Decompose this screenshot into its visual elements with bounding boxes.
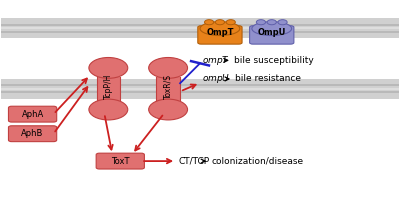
Text: OmpU: OmpU: [258, 28, 286, 37]
Polygon shape: [1, 88, 399, 90]
Text: OmpT: OmpT: [206, 28, 234, 37]
Text: ToxT: ToxT: [111, 157, 130, 166]
Polygon shape: [1, 79, 399, 98]
Text: TcpP/H: TcpP/H: [104, 74, 113, 99]
Text: $ompU$: $ompU$: [202, 72, 230, 85]
Text: AphB: AphB: [21, 129, 44, 138]
Ellipse shape: [278, 20, 287, 25]
FancyBboxPatch shape: [250, 26, 294, 44]
Text: ToxR/S: ToxR/S: [164, 74, 173, 99]
Ellipse shape: [215, 20, 224, 25]
Text: bile susceptibility: bile susceptibility: [234, 56, 314, 65]
Polygon shape: [1, 91, 399, 93]
Polygon shape: [1, 27, 399, 29]
FancyBboxPatch shape: [8, 126, 57, 142]
FancyBboxPatch shape: [97, 77, 120, 101]
FancyBboxPatch shape: [198, 26, 242, 44]
Polygon shape: [1, 84, 399, 86]
Ellipse shape: [89, 58, 128, 78]
Ellipse shape: [256, 20, 266, 25]
Text: colonization/disease: colonization/disease: [211, 157, 303, 166]
Text: CT/TCP: CT/TCP: [178, 157, 209, 166]
Ellipse shape: [89, 99, 128, 120]
Ellipse shape: [149, 58, 188, 78]
Text: $ompT$: $ompT$: [202, 54, 230, 67]
FancyBboxPatch shape: [96, 153, 144, 169]
Polygon shape: [1, 31, 399, 33]
Ellipse shape: [204, 20, 214, 25]
Ellipse shape: [200, 22, 240, 36]
Ellipse shape: [252, 22, 292, 36]
Ellipse shape: [226, 20, 235, 25]
Text: AphA: AphA: [22, 110, 44, 119]
FancyBboxPatch shape: [8, 106, 57, 122]
Text: bile resistance: bile resistance: [235, 74, 301, 84]
FancyBboxPatch shape: [156, 77, 180, 101]
Polygon shape: [1, 24, 399, 26]
Polygon shape: [1, 18, 399, 38]
Ellipse shape: [267, 20, 276, 25]
Ellipse shape: [149, 99, 188, 120]
